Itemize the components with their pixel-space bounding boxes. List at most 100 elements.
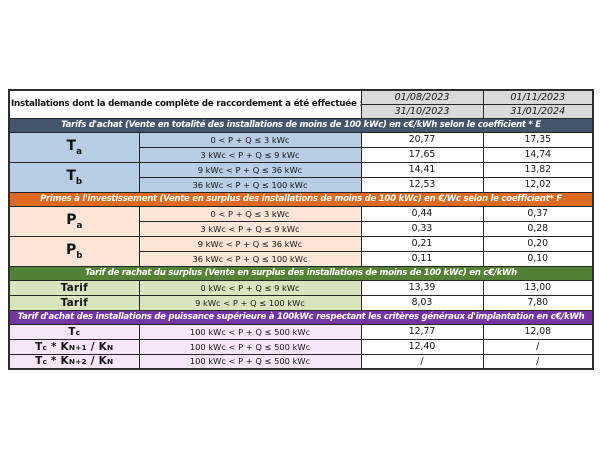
group-label-token: c <box>42 342 48 352</box>
power-range-cell: 36 kWc < P + Q ≤ 100 kWc <box>138 250 362 267</box>
group-label-token: N <box>106 357 114 367</box>
value-cell-period1: 20,77 <box>360 131 484 148</box>
group-label-cell: Ta <box>8 131 140 163</box>
period2-start-date: 01/11/2023 <box>482 89 594 105</box>
value-cell-period2: 0,10 <box>482 250 594 267</box>
value-cell-period1: 0,11 <box>360 250 484 267</box>
power-range-cell: 9 kWc < P + Q ≤ 36 kWc <box>138 235 362 252</box>
section-header-row: Tarifs d'achat (Vente en totalité des in… <box>8 117 594 133</box>
group-label-token: T <box>66 167 76 184</box>
group-label-cell: Pb <box>8 235 140 267</box>
section-title: Tarifs d'achat (Vente en totalité des in… <box>8 117 594 133</box>
group-label-token: c <box>75 327 81 337</box>
power-range-cell: 0 kWc < P + Q ≤ 9 kWc <box>138 279 362 296</box>
value-cell-period2: 14,74 <box>482 146 594 163</box>
section-header-row: Primes à l'investissement (Vente en surp… <box>8 191 594 207</box>
power-range-cell: 100 kWc < P + Q ≤ 500 kWc <box>138 323 362 340</box>
group-label-token: N+2 <box>68 357 87 367</box>
power-range-cell: 100 kWc < P + Q ≤ 500 kWc <box>138 338 362 355</box>
power-range-cell: 0 < P + Q ≤ 3 kWc <box>138 205 362 222</box>
section-header-row: Tarif de rachat du surplus (Vente en sur… <box>8 265 594 281</box>
group-label-token: N <box>106 342 114 352</box>
table-caption-cell: Installations dont la demande complète d… <box>8 89 362 119</box>
group-label-token: Tarif <box>60 296 88 309</box>
group-label-token: T <box>66 137 77 154</box>
value-cell-period1: 17,65 <box>360 146 484 163</box>
group-label-cell: Tb <box>8 161 140 193</box>
power-range-cell: 3 kWc < P + Q ≤ 9 kWc <box>138 220 362 237</box>
group-label-token: a <box>76 146 82 157</box>
header-row-end-dates: 31/10/2023 31/01/2024 <box>9 103 594 119</box>
tariff-row: Tb 9 kWc < P + Q ≤ 36 kWc 14,41 13,82 <box>8 161 594 193</box>
period1-end-date: 31/10/2023 <box>360 103 484 119</box>
power-range-cell: 9 kWc < P + Q ≤ 100 kWc <box>138 294 362 311</box>
value-cell-period2: 12,08 <box>482 323 594 340</box>
group-label-token: T <box>68 325 76 338</box>
value-cell-period2: 7,80 <box>482 294 594 311</box>
group-label-token: T <box>35 355 43 368</box>
group-label-token: P <box>66 241 77 258</box>
group-label-token: * K <box>47 355 69 368</box>
value-cell-period2: 0,28 <box>482 220 594 237</box>
section-title: Primes à l'investissement (Vente en surp… <box>8 191 594 207</box>
header-row-start-dates: Installations dont la demande complète d… <box>8 89 594 119</box>
section-title: Tarif de rachat du surplus (Vente en sur… <box>8 265 594 281</box>
group-label-token: T <box>35 340 43 353</box>
value-cell-period2: 0,37 <box>482 205 594 222</box>
value-cell-period2: 13,00 <box>482 279 594 296</box>
value-cell-period1: 8,03 <box>360 294 484 311</box>
power-range-cell: 0 < P + Q ≤ 3 kWc <box>138 131 362 148</box>
value-cell-period1: 13,39 <box>360 279 484 296</box>
group-label-token: c <box>42 357 48 367</box>
tariff-row: Tc 100 kWc < P + Q ≤ 500 kWc 12,77 12,08 <box>8 323 594 340</box>
group-label-cell: Tarif <box>8 294 140 311</box>
value-cell-period2: 13,82 <box>482 161 594 178</box>
tariff-table: Installations dont la demande complète d… <box>8 89 594 370</box>
group-label-token: N+1 <box>68 342 87 352</box>
value-cell-period1: 12,40 <box>360 338 484 355</box>
section-title: Tarif d'achat des installations de puiss… <box>8 309 594 325</box>
tariff-row: Tarif 9 kWc < P + Q ≤ 100 kWc 8,03 7,80 <box>8 294 594 311</box>
group-label-cell: Pa <box>8 205 140 237</box>
tariff-row: 3 kWc < P + Q ≤ 9 kWc 0,33 0,28 <box>9 220 594 237</box>
value-cell-period1: 14,41 <box>360 161 484 178</box>
group-label-token: / K <box>86 340 107 353</box>
value-cell-period2: 12,02 <box>482 176 594 193</box>
group-label-token: b <box>76 250 83 261</box>
group-label-token: P <box>66 211 77 228</box>
tariff-row: Tc * KN+1 / KN 100 kWc < P + Q ≤ 500 kWc 1… <box>8 338 594 355</box>
value-cell-period2: 0,20 <box>482 235 594 252</box>
group-label-cell: Tc * KN+2 / KN <box>8 353 140 370</box>
group-label-cell: Tc <box>8 323 140 340</box>
tariff-row: Tc * KN+2 / KN 100 kWc < P + Q ≤ 500 kWc /… <box>8 353 594 370</box>
tariff-row: 36 kWc < P + Q ≤ 100 kWc 12,53 12,02 <box>9 176 594 193</box>
tariff-row: Pa 0 < P + Q ≤ 3 kWc 0,44 0,37 <box>8 205 594 237</box>
period1-start-date: 01/08/2023 <box>360 89 484 105</box>
value-cell-period2: / <box>482 353 594 370</box>
group-label-token: a <box>76 220 83 231</box>
tariff-row: 36 kWc < P + Q ≤ 100 kWc 0,11 0,10 <box>9 250 594 267</box>
power-range-cell: 100 kWc < P + Q ≤ 500 kWc <box>138 353 362 370</box>
group-label-cell: Tarif <box>8 279 140 296</box>
group-label-token: Tarif <box>60 281 88 294</box>
value-cell-period1: 12,53 <box>360 176 484 193</box>
period2-end-date: 31/01/2024 <box>482 103 594 119</box>
group-label-token: / K <box>86 355 107 368</box>
value-cell-period1: 0,21 <box>360 235 484 252</box>
value-cell-period2: / <box>482 338 594 355</box>
group-label-cell: Tc * KN+1 / KN <box>8 338 140 355</box>
tariff-row: Tarif 0 kWc < P + Q ≤ 9 kWc 13,39 13,00 <box>8 279 594 296</box>
value-cell-period1: 0,33 <box>360 220 484 237</box>
section-header-row: Tarif d'achat des installations de puiss… <box>8 309 594 325</box>
power-range-cell: 36 kWc < P + Q ≤ 100 kWc <box>138 176 362 193</box>
value-cell-period1: 0,44 <box>360 205 484 222</box>
value-cell-period1: 12,77 <box>360 323 484 340</box>
group-label-token: * K <box>47 340 69 353</box>
tariff-row: Pb 9 kWc < P + Q ≤ 36 kWc 0,21 0,20 <box>8 235 594 267</box>
power-range-cell: 3 kWc < P + Q ≤ 9 kWc <box>138 146 362 163</box>
value-cell-period1: / <box>360 353 484 370</box>
power-range-cell: 9 kWc < P + Q ≤ 36 kWc <box>138 161 362 178</box>
group-label-token: b <box>75 176 83 187</box>
tariff-row: Ta 0 < P + Q ≤ 3 kWc 20,77 17,35 <box>8 131 594 163</box>
